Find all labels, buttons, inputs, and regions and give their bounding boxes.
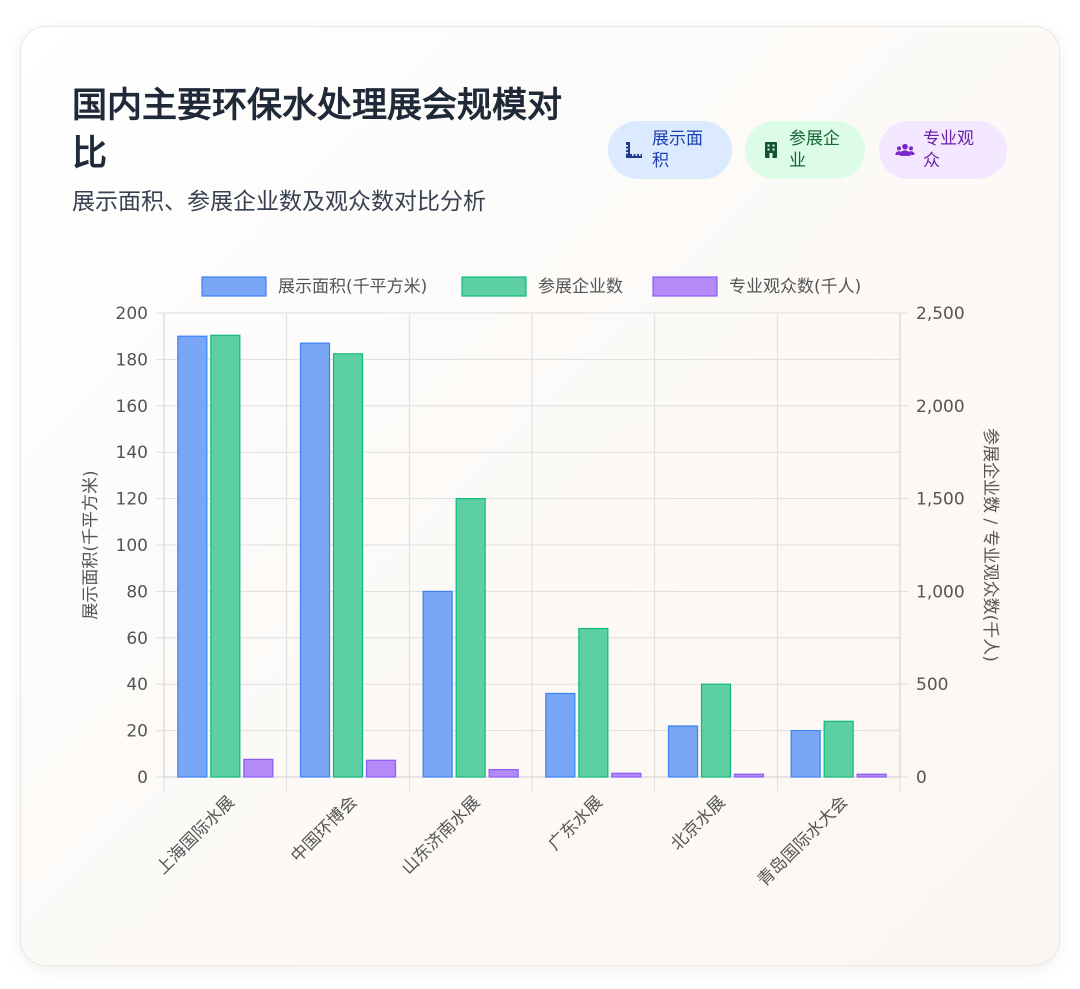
x-tick-label: 中国环博会 (287, 792, 361, 866)
x-tick-label: 上海国际水展 (153, 792, 239, 878)
users-icon (895, 143, 915, 156)
y-left-tick-label: 60 (126, 629, 148, 649)
bar-exhibitors (823, 720, 854, 778)
badge-exhibition-area: 展示面积 (608, 121, 732, 179)
bar-area (545, 692, 576, 778)
y-left-tick-label: 40 (126, 675, 148, 695)
badge-audience: 专业观众 (879, 121, 1007, 179)
y-left-tick-label: 180 (116, 350, 148, 370)
y-left-axis-title: 展示面积(千平方米) (81, 470, 101, 619)
bar-audience (611, 772, 642, 778)
badge-label: 展示面积 (652, 129, 703, 171)
bar-exhibitors (455, 498, 486, 778)
y-left-tick-label: 160 (116, 397, 148, 417)
bar-exhibitors (700, 683, 732, 778)
x-tick-label: 青岛国际水大会 (754, 792, 852, 890)
legend-label: 专业观众数(千人) (729, 277, 861, 297)
bar-audience (733, 773, 765, 778)
y-left-tick-label: 200 (116, 304, 148, 324)
y-left-tick-label: 100 (116, 536, 148, 556)
y-right-tick-label: 0 (916, 768, 927, 788)
x-tick-label: 北京水展 (667, 792, 729, 854)
bar-area (790, 729, 821, 778)
y-left-tick-label: 0 (137, 768, 148, 788)
badge-label: 专业观众 (923, 129, 974, 171)
y-right-tick-label: 2,500 (916, 304, 965, 324)
bar-audience (243, 758, 274, 778)
bar-area (299, 342, 331, 778)
bar-area (177, 335, 208, 778)
legend-label: 展示面积(千平方米) (278, 277, 427, 297)
legend-swatch (201, 276, 267, 297)
legend-swatch (461, 276, 527, 297)
bar-exhibitors (578, 627, 609, 778)
bar-audience (365, 759, 397, 778)
bar-audience (488, 768, 519, 778)
y-left-tick-label: 120 (116, 490, 148, 510)
badge-label: 参展企业 (789, 129, 840, 171)
x-tick-label: 广东水展 (545, 792, 607, 854)
y-right-axis-title: 参展企业数 / 专业观众数(千人) (980, 428, 1000, 662)
legend-swatch (652, 276, 718, 297)
y-right-tick-label: 1,500 (916, 490, 965, 510)
ruler-icon (626, 142, 642, 158)
page-title: 国内主要环保水处理展会规模对比 (72, 85, 563, 174)
bar-area (667, 725, 699, 778)
y-left-tick-label: 140 (116, 443, 148, 463)
badge-exhibitors: 参展企业 (745, 121, 865, 179)
bar-exhibitors (210, 334, 241, 778)
bar-exhibitors (332, 353, 364, 778)
y-right-tick-label: 500 (916, 675, 948, 695)
page-subtitle: 展示面积、参展企业数及观众数对比分析 (72, 189, 486, 215)
bar-audience (856, 773, 887, 778)
x-tick-label: 山东济南水展 (398, 792, 484, 878)
y-right-tick-label: 2,000 (916, 397, 965, 417)
building-icon (765, 142, 777, 158)
y-left-tick-label: 80 (126, 582, 148, 602)
legend-label: 参展企业数 (538, 277, 623, 297)
bar-area (422, 590, 453, 778)
y-left-tick-label: 20 (126, 722, 148, 742)
y-right-tick-label: 1,000 (916, 582, 965, 602)
